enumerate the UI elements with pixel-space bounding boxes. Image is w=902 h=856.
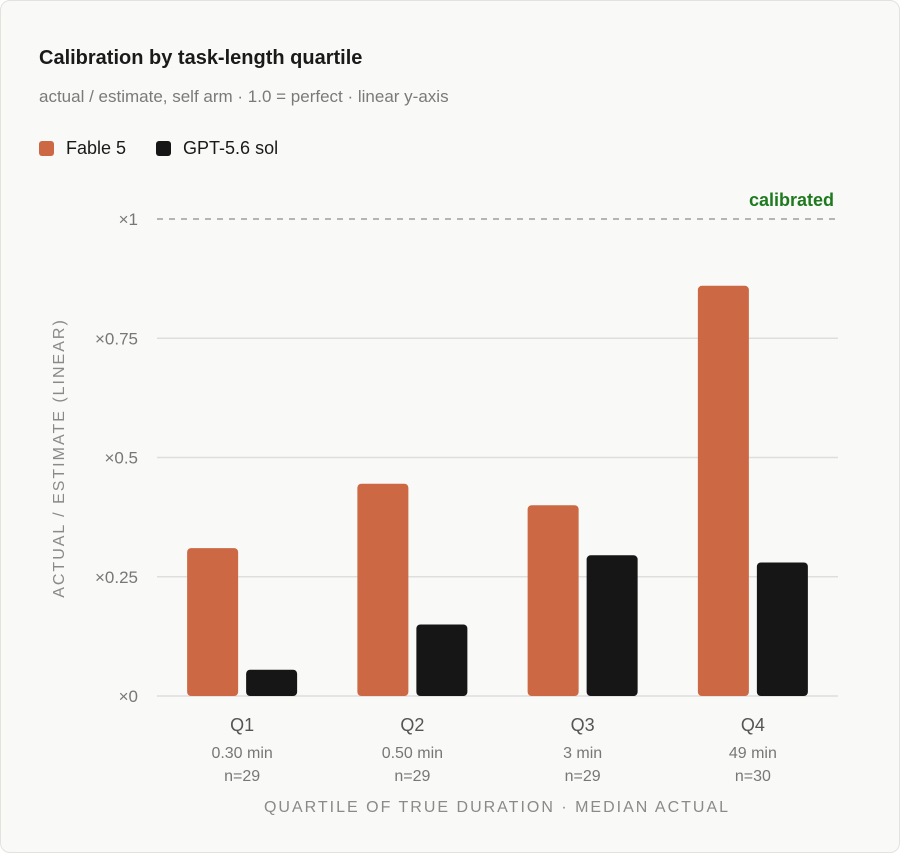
x-tick-label: Q3 <box>571 715 595 735</box>
y-axis-title: ACTUAL / ESTIMATE (LINEAR) <box>51 318 68 598</box>
chart-legend: Fable 5 GPT-5.6 sol <box>39 138 278 159</box>
y-tick-label: ×0.25 <box>95 568 138 587</box>
chart-subtitle: actual / estimate, self arm · 1.0 = perf… <box>39 87 449 106</box>
bar <box>187 548 239 696</box>
legend-item-gpt: GPT-5.6 sol <box>156 138 278 159</box>
y-tick-label: ×0 <box>119 687 138 706</box>
legend-swatch-gpt <box>156 141 172 156</box>
bar <box>586 555 638 696</box>
bar <box>697 285 749 696</box>
x-axis-title: QUARTILE OF TRUE DURATION · MEDIAN ACTUA… <box>264 799 730 816</box>
x-tick-label: Q2 <box>400 715 424 735</box>
legend-item-fable: Fable 5 <box>39 138 126 159</box>
x-tick-count: n=29 <box>224 768 260 785</box>
bar <box>357 483 409 696</box>
x-tick-label: Q4 <box>741 715 765 735</box>
y-tick-label: ×0.75 <box>95 329 138 348</box>
bar <box>756 562 808 696</box>
x-tick-median: 3 min <box>563 745 602 762</box>
x-tick-median: 49 min <box>729 745 777 762</box>
legend-label-gpt: GPT-5.6 sol <box>183 138 279 158</box>
legend-label-fable: Fable 5 <box>66 138 127 158</box>
x-tick-median: 0.50 min <box>382 745 443 762</box>
x-tick-count: n=29 <box>565 768 601 785</box>
x-tick-median: 0.30 min <box>211 745 272 762</box>
x-tick-count: n=30 <box>735 768 771 785</box>
reference-line-label: calibrated <box>749 190 834 210</box>
x-tick-count: n=29 <box>394 768 430 785</box>
bar <box>246 669 298 696</box>
x-tick-label: Q1 <box>230 715 254 735</box>
bar <box>416 624 468 696</box>
y-tick-label: ×0.5 <box>104 449 138 468</box>
legend-swatch-fable <box>39 141 54 156</box>
chart-title: Calibration by task-length quartile <box>39 47 363 69</box>
bar <box>527 505 579 696</box>
y-tick-label: ×1 <box>119 210 138 229</box>
